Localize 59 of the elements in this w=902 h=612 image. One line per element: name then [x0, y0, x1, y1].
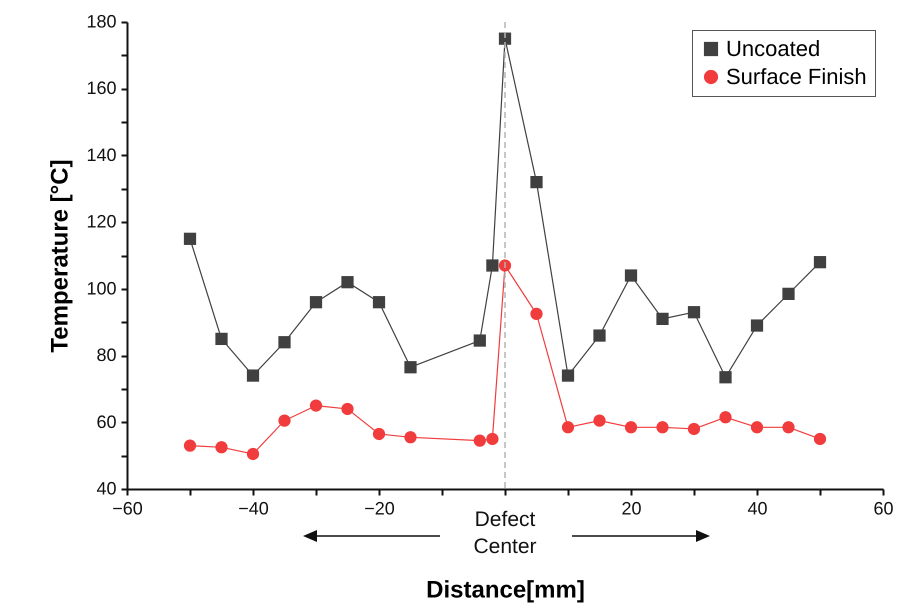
point [278, 414, 291, 427]
point [404, 431, 417, 444]
point [310, 399, 322, 412]
point [593, 414, 606, 427]
point [719, 371, 732, 384]
point [624, 269, 638, 282]
point [688, 306, 700, 318]
x-tick-label: 40 [747, 498, 768, 518]
point [782, 288, 795, 300]
point [814, 256, 826, 268]
point [215, 332, 228, 346]
point [372, 296, 386, 308]
point [474, 334, 486, 347]
point [656, 312, 669, 325]
point [310, 296, 322, 308]
point [782, 421, 795, 434]
x-tick-label: −40 [238, 498, 269, 518]
point [184, 232, 196, 245]
y-tick-label: 80 [96, 345, 116, 366]
x-axis-title: Distance[mm] [426, 576, 585, 604]
point [184, 440, 196, 452]
x-tick-label: 60 [873, 498, 894, 518]
point [341, 402, 354, 416]
x-tick-label: −60 [112, 498, 143, 518]
point [215, 441, 228, 454]
point [719, 411, 732, 424]
point [562, 369, 574, 382]
point [486, 259, 499, 272]
y-tick-label: 100 [86, 278, 116, 298]
x-tick-label: −20 [364, 498, 395, 518]
point [341, 276, 354, 288]
point [530, 176, 543, 188]
y-tick-label: 180 [86, 12, 116, 32]
point [562, 421, 574, 434]
y-tick-label: 160 [86, 78, 116, 98]
point [750, 319, 764, 332]
y-tick-label: 120 [86, 212, 116, 232]
point [624, 421, 638, 434]
y-tick-label: 140 [86, 144, 116, 165]
x-tick-label: 20 [621, 498, 642, 518]
legend-label: Surface Finish [726, 64, 867, 89]
point [530, 308, 543, 320]
y-axis-title: Temperature [°C] [46, 159, 74, 353]
point [474, 434, 486, 447]
point [246, 369, 260, 382]
point [246, 448, 260, 460]
point [593, 329, 606, 342]
point [750, 421, 764, 434]
point [372, 428, 386, 440]
point [404, 361, 417, 374]
y-tick-label: 60 [96, 412, 116, 432]
text: Defect Center [472, 507, 538, 560]
y-tick-label: 40 [96, 478, 116, 498]
point [278, 336, 291, 348]
point [814, 432, 826, 446]
legend-label: Uncoated [726, 36, 820, 61]
point [656, 421, 669, 434]
point [486, 432, 499, 446]
point [688, 422, 700, 436]
